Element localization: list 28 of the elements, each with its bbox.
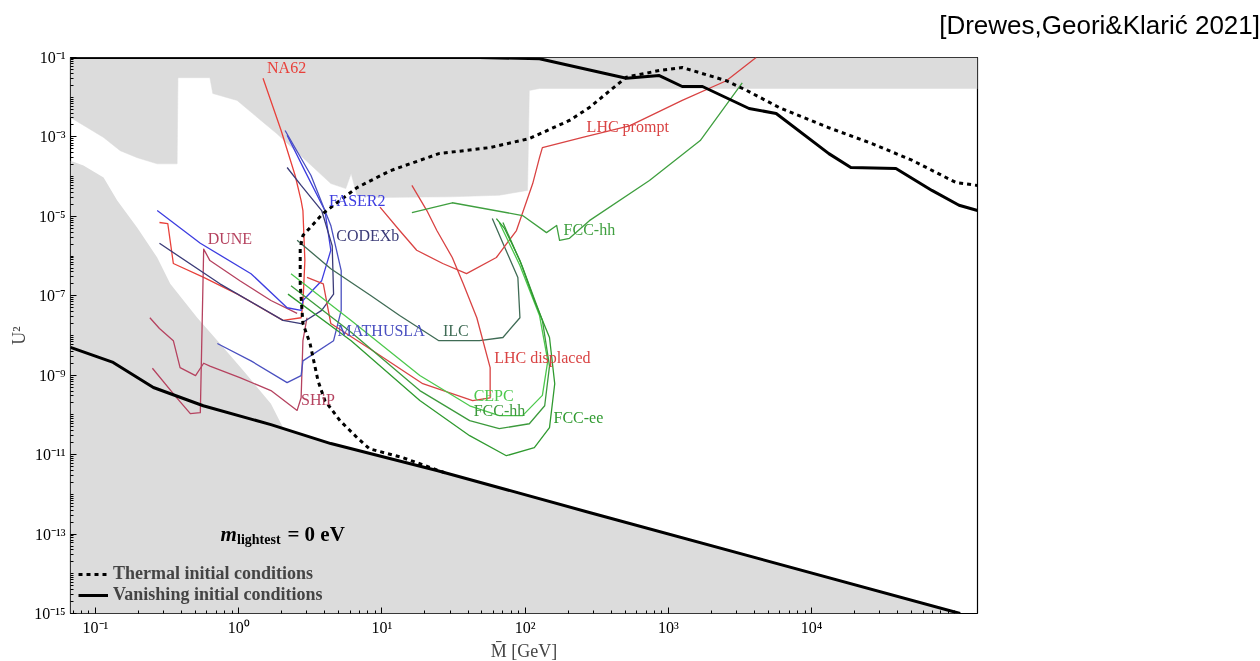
annotation: SHiP <box>301 391 336 409</box>
annotation: FCC-ee <box>553 408 604 426</box>
legend-label: Vanishing initial conditions <box>113 584 323 605</box>
y-tick-label: 10⁻¹⁵ <box>34 605 66 622</box>
x-tick-label: 10⁰ <box>227 618 250 636</box>
legend-label: Thermal initial conditions <box>113 563 314 584</box>
y-tick-label: 10⁻⁹ <box>38 366 66 384</box>
x-tick-label: 10³ <box>657 618 679 636</box>
y-tick-label: 10⁻¹³ <box>34 525 66 543</box>
annotation: LHC prompt <box>586 118 670 137</box>
x-tick-label: 10² <box>514 618 536 636</box>
annotation: NA62 <box>267 59 307 77</box>
text: [Drewes,Geori&Klarić 2021] <box>939 9 1260 42</box>
x-axis-title: M̄ [GeV] <box>490 640 558 661</box>
y-tick-label: 10⁻⁷ <box>38 287 66 305</box>
y-axis-title: U² <box>9 326 30 345</box>
annotation: DUNE <box>207 230 253 248</box>
annotation: FCC-hh <box>473 401 526 419</box>
annotation: ILC <box>442 321 469 339</box>
x-tick-label: 10⁴ <box>800 618 823 636</box>
annotation: CODEXb <box>336 226 400 244</box>
y-tick-label: 10⁻¹ <box>39 49 66 66</box>
x-tick-label: 10¹ <box>371 618 393 636</box>
y-tick-label: 10⁻⁵ <box>38 207 66 225</box>
y-tick-label: 10⁻³ <box>39 128 66 146</box>
y-tick-label: 10⁻¹¹ <box>34 446 66 464</box>
annotation: FASER2 <box>328 191 386 209</box>
x-tick-label: 10⁻¹ <box>82 618 109 636</box>
